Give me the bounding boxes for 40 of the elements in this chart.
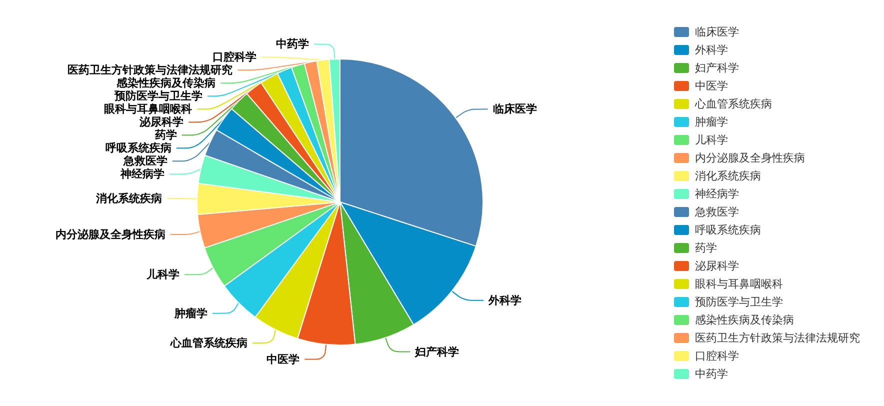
legend-label: 预防医学与卫生学 [695,296,783,308]
legend-label: 消化系统疾病 [695,170,761,182]
legend-label: 临床医学 [695,26,739,38]
legend-label: 中药学 [695,368,728,380]
slice-label: 泌尿科学 [138,116,184,129]
slice-label: 妇产科学 [414,345,460,358]
legend-label: 内分泌腺及全身性疾病 [695,152,805,164]
slice-label: 神经病学 [119,168,164,181]
legend-label: 中医学 [695,80,728,92]
legend-label: 心血管系统疾病 [694,98,772,110]
legend-label: 医药卫生方针政策与法律法规研究 [695,332,860,344]
legend-label: 儿科学 [695,134,728,146]
legend-label: 神经病学 [695,188,739,200]
legend-label: 急救医学 [694,206,739,218]
legend-label: 泌尿科学 [695,260,739,272]
slice-label: 呼吸系统疾病 [105,142,172,155]
legend-label: 眼科与耳鼻咽喉科 [695,278,783,290]
slice-label: 医药卫生方针政策与法律法规研究 [68,64,233,77]
slice-label: 感染性疾病及传染病 [116,76,216,90]
slice-label: 口腔科学 [212,50,256,64]
slice-label: 临床医学 [492,102,537,116]
slice-label: 中药学 [276,38,310,51]
slice-label: 儿科学 [146,268,180,282]
slice-label: 预防医学与卫生学 [114,90,203,103]
slice-label: 消化系统疾病 [95,192,162,206]
slice-label: 眼科与耳鼻咽喉科 [104,102,192,116]
legend-label: 肿瘤学 [695,116,728,128]
legend-label: 外科学 [695,44,728,56]
legend-label: 呼吸系统疾病 [695,224,761,236]
slice-label: 急救医学 [122,154,168,168]
legend-label: 药学 [695,242,717,254]
slice-label: 药学 [154,128,177,142]
slice-label: 中医学 [266,352,300,366]
legend-label: 妇产科学 [695,62,739,74]
slice-label: 肿瘤学 [174,306,208,320]
slice-label: 心血管系统疾病 [170,336,248,350]
legend-label: 口腔科学 [695,350,739,362]
slice-label: 外科学 [488,294,522,307]
legend-label: 感染性疾病及传染病 [695,314,794,326]
slice-label: 内分泌腺及全身性疾病 [55,228,166,242]
